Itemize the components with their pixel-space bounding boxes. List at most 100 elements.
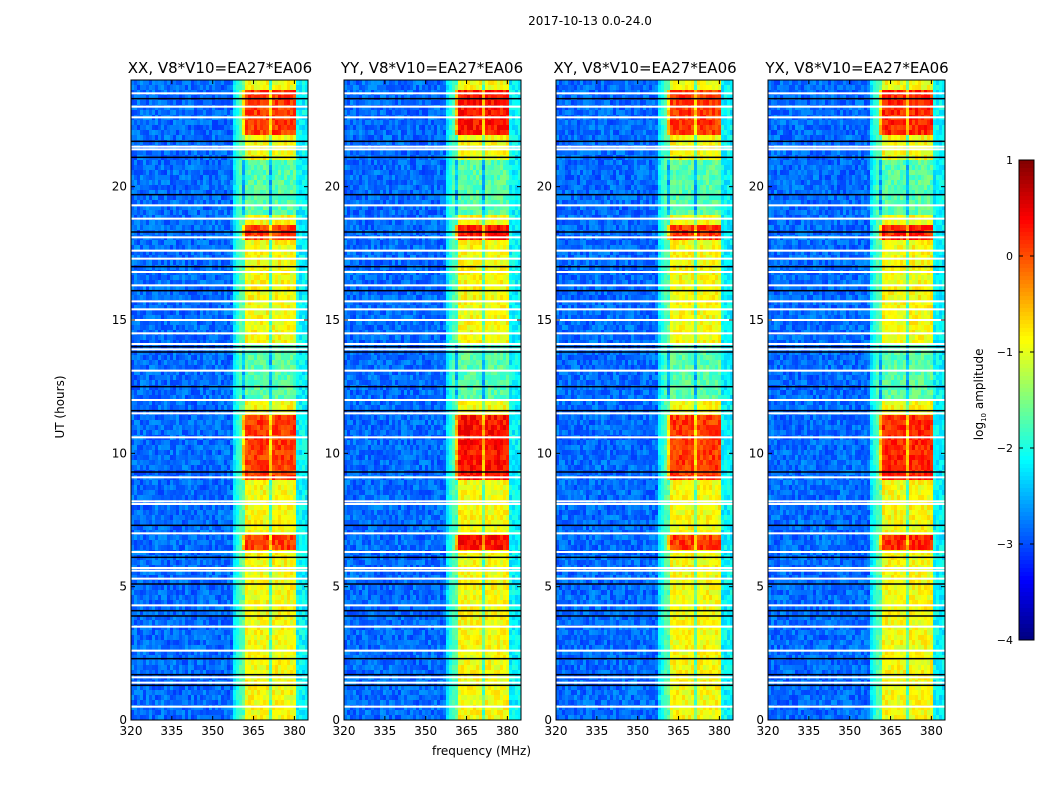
y-tick-label: 15 <box>537 313 552 327</box>
colorbar-segment <box>1019 344 1034 349</box>
x-tick-label: 350 <box>838 724 861 738</box>
flagged-row <box>131 319 308 321</box>
flagged-row <box>556 258 733 260</box>
colorbar-segment <box>1019 552 1034 557</box>
colorbar-segment <box>1019 372 1034 377</box>
dark-row <box>768 658 945 660</box>
flagged-row <box>556 551 733 553</box>
dark-row <box>344 471 521 473</box>
dark-row <box>344 266 521 268</box>
dark-row <box>344 194 521 196</box>
dark-row <box>344 557 521 559</box>
y-tick-label: 10 <box>749 446 764 460</box>
flagged-row <box>556 319 733 321</box>
colorbar-segment <box>1019 244 1034 249</box>
flagged-row <box>131 676 308 678</box>
flagged-row <box>344 218 521 220</box>
flagged-row <box>556 676 733 678</box>
colorbar-segment <box>1019 360 1034 365</box>
colorbar-segment <box>1019 176 1034 181</box>
dark-row <box>131 615 308 617</box>
y-tick-label: 5 <box>332 580 340 594</box>
colorbar-segment <box>1019 368 1034 373</box>
dark-row <box>768 194 945 196</box>
colorbar: 10−1−2−3−4 <box>997 154 1034 647</box>
y-tick-label: 5 <box>119 580 127 594</box>
flagged-row <box>768 682 945 684</box>
x-tick-label: 380 <box>283 724 306 738</box>
figure-canvas: 320 335 350 365 38005101520320 335 350 365 38005… <box>0 0 1050 800</box>
colorbar-segment <box>1019 600 1034 605</box>
flagged-row <box>768 570 945 572</box>
dark-row <box>344 351 521 353</box>
flagged-row <box>344 92 521 94</box>
flagged-row <box>131 218 308 220</box>
flagged-row <box>768 106 945 108</box>
colorbar-segment <box>1019 272 1034 277</box>
flagged-row <box>344 146 521 148</box>
flagged-row <box>556 271 733 273</box>
dark-row <box>768 525 945 527</box>
colorbar-segment <box>1019 340 1034 345</box>
colorbar-segment <box>1019 416 1034 421</box>
dark-row <box>556 658 733 660</box>
colorbar-segment <box>1019 324 1034 329</box>
flagged-row <box>768 343 945 345</box>
dark-row <box>131 386 308 388</box>
colorbar-segment <box>1019 576 1034 581</box>
flagged-row <box>556 412 733 414</box>
dark-row <box>556 157 733 159</box>
dark-row <box>556 674 733 676</box>
colorbar-segment <box>1019 528 1034 533</box>
flagged-row <box>556 578 733 580</box>
dark-row <box>768 351 945 353</box>
dark-row <box>768 346 945 348</box>
flagged-row <box>556 300 733 302</box>
y-tick-label: 20 <box>325 180 340 194</box>
x-tick-label: 335 <box>585 724 608 738</box>
flagged-row <box>344 604 521 606</box>
flagged-row <box>768 706 945 708</box>
colorbar-segment <box>1019 500 1034 505</box>
colorbar-segment <box>1019 356 1034 361</box>
x-tick-label: 380 <box>920 724 943 738</box>
dark-row <box>131 98 308 100</box>
flagged-row <box>768 116 945 118</box>
flagged-row <box>768 676 945 678</box>
flagged-row <box>768 319 945 321</box>
flagged-row <box>344 500 521 502</box>
y-tick-label: 10 <box>537 446 552 460</box>
flagged-row <box>768 370 945 372</box>
colorbar-segment <box>1019 584 1034 589</box>
colorbar-segment <box>1019 408 1034 413</box>
flagged-row <box>131 236 308 238</box>
dark-row <box>344 157 521 159</box>
flagged-row <box>344 204 521 206</box>
flagged-row <box>131 300 308 302</box>
colorbar-segment <box>1019 256 1034 261</box>
flagged-row <box>556 236 733 238</box>
colorbar-tick-label: −3 <box>997 538 1013 551</box>
colorbar-segment <box>1019 456 1034 461</box>
dark-row <box>768 386 945 388</box>
colorbar-segment <box>1019 260 1034 265</box>
dark-row <box>556 525 733 527</box>
flagged-row <box>131 204 308 206</box>
flagged-row <box>344 370 521 372</box>
dark-row <box>556 557 733 559</box>
flagged-row <box>556 604 733 606</box>
colorbar-segment <box>1019 224 1034 229</box>
flagged-row <box>131 343 308 345</box>
dark-row <box>344 525 521 527</box>
colorbar-segment <box>1019 564 1034 569</box>
colorbar-segment <box>1019 296 1034 301</box>
dark-row <box>768 266 945 268</box>
flagged-row <box>556 148 733 150</box>
y-tick-label: 20 <box>749 180 764 194</box>
y-tick-label: 0 <box>544 713 552 727</box>
y-tick-label: 15 <box>749 313 764 327</box>
flagged-row <box>556 532 733 534</box>
colorbar-segment <box>1019 192 1034 197</box>
